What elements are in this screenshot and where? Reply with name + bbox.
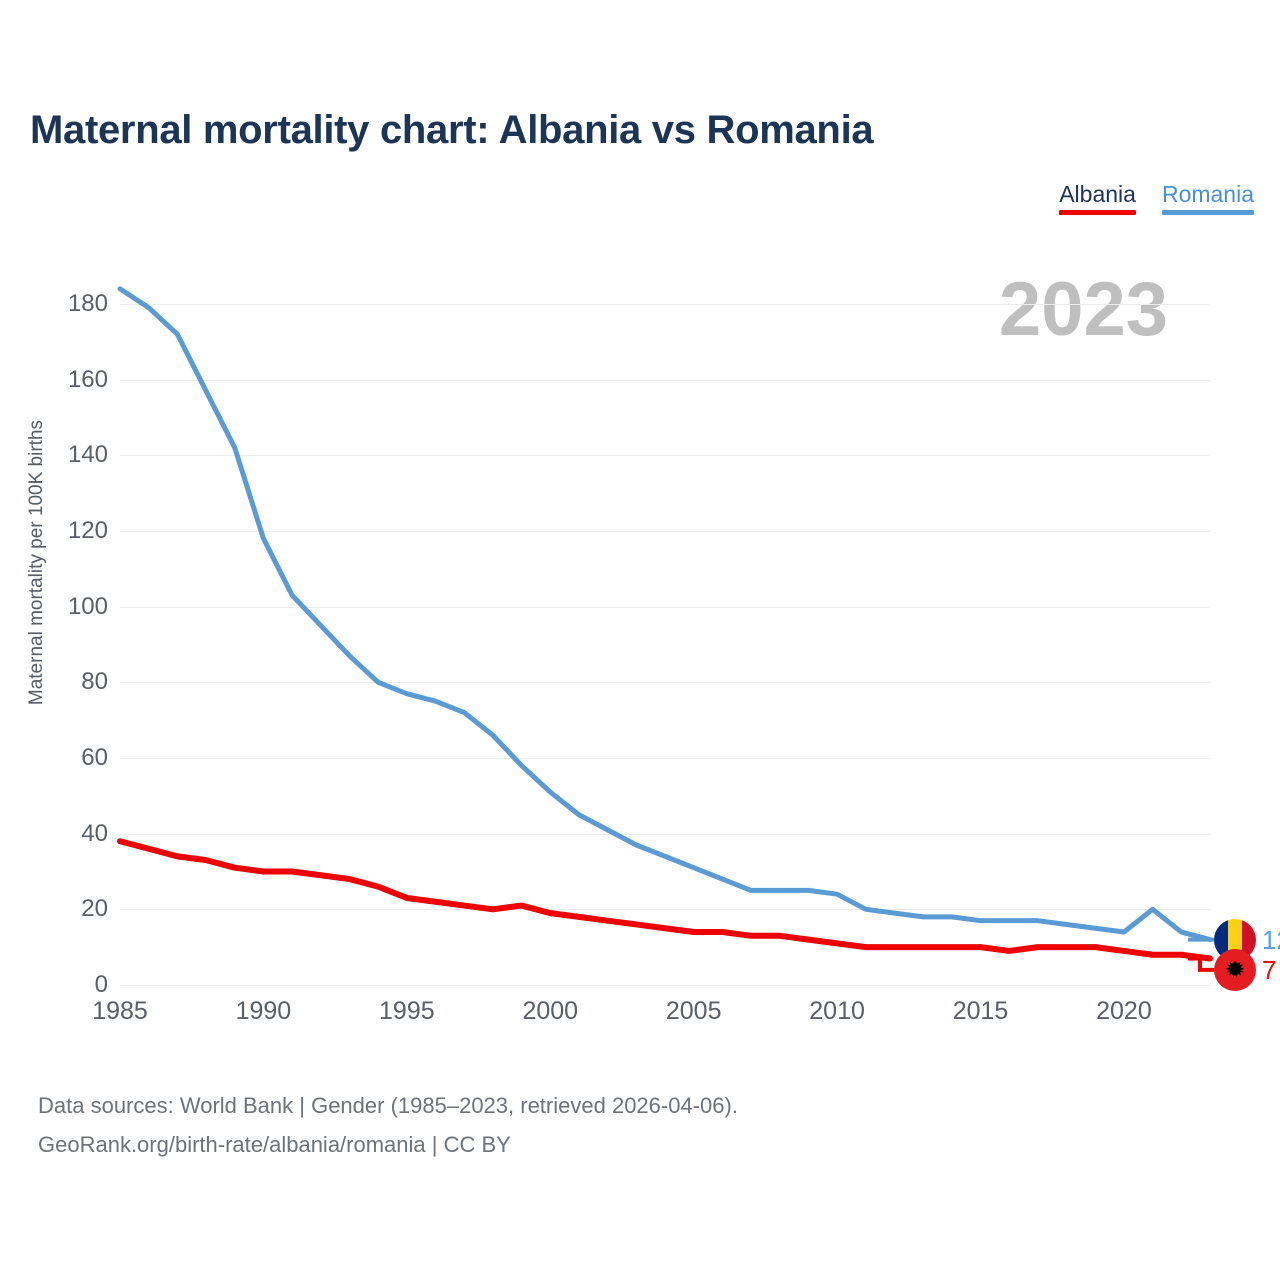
y-tick-label: 80 bbox=[81, 668, 108, 696]
gridline bbox=[120, 303, 1210, 305]
gridline bbox=[120, 909, 1210, 911]
y-tick-label: 160 bbox=[67, 365, 108, 393]
legend-label-romania: Romania bbox=[1161, 181, 1254, 207]
footer-line-2: GeoRank.org/birth-rate/albania/romania |… bbox=[38, 1131, 511, 1157]
leader-line-albania bbox=[1188, 956, 1214, 972]
x-tick-label: 1990 bbox=[235, 997, 292, 1025]
x-tick-label: 2000 bbox=[522, 997, 579, 1025]
gridline bbox=[120, 606, 1210, 608]
footer-line-1: Data sources: World Bank | Gender (1985–… bbox=[38, 1093, 738, 1118]
x-tick-label: 2020 bbox=[1096, 997, 1152, 1025]
y-tick-label: 180 bbox=[67, 289, 108, 317]
legend-swatch-albania bbox=[1059, 210, 1136, 216]
year-watermark: 2023 bbox=[998, 267, 1168, 352]
legend-swatch-romania bbox=[1161, 210, 1254, 216]
gridline bbox=[120, 455, 1210, 457]
y-tick-label: 140 bbox=[67, 441, 108, 469]
series-line-albania bbox=[117, 838, 1213, 962]
y-tick-label: 100 bbox=[67, 592, 108, 620]
gridline bbox=[120, 682, 1210, 684]
end-marker-albania[interactable]: 7 bbox=[1214, 948, 1277, 991]
legend-item-romania[interactable]: Romania bbox=[1161, 181, 1254, 216]
end-value-romania: 12 bbox=[1262, 924, 1280, 955]
x-tick-label: 2005 bbox=[665, 997, 722, 1025]
end-value-albania: 7 bbox=[1262, 954, 1277, 985]
y-axis-title: Maternal mortality per 100K births bbox=[26, 420, 47, 706]
y-tick-label: 40 bbox=[81, 819, 108, 847]
x-tick-label: 2015 bbox=[952, 997, 1009, 1025]
x-tick-label: 1985 bbox=[92, 997, 148, 1025]
page-title: Maternal mortality chart: Albania vs Rom… bbox=[30, 108, 874, 152]
gridline bbox=[120, 985, 1210, 986]
legend-item-albania[interactable]: Albania bbox=[1059, 181, 1136, 216]
y-tick-label: 60 bbox=[81, 743, 108, 771]
gridline bbox=[120, 833, 1210, 835]
x-tick-label: 2010 bbox=[809, 997, 865, 1025]
flag-albania-icon bbox=[1214, 948, 1256, 991]
y-tick-label: 120 bbox=[67, 516, 108, 544]
chart-legend: Albania Romania bbox=[1059, 181, 1254, 216]
footer-credits: Data sources: World Bank | Gender (1985–… bbox=[38, 1087, 738, 1164]
y-tick-label: 0 bbox=[94, 971, 108, 998]
gridline bbox=[120, 530, 1210, 532]
gridline bbox=[120, 379, 1210, 381]
legend-label-albania: Albania bbox=[1059, 181, 1136, 207]
x-tick-label: 1995 bbox=[379, 997, 435, 1025]
gridline bbox=[120, 757, 1210, 759]
y-tick-label: 20 bbox=[81, 895, 108, 923]
plot-area: 0 20 40 60 80 100 120 140 160 180 1985 1990 1995 200… bbox=[68, 285, 1280, 1025]
series-line-romania bbox=[117, 286, 1213, 943]
series-lines bbox=[117, 286, 1214, 972]
